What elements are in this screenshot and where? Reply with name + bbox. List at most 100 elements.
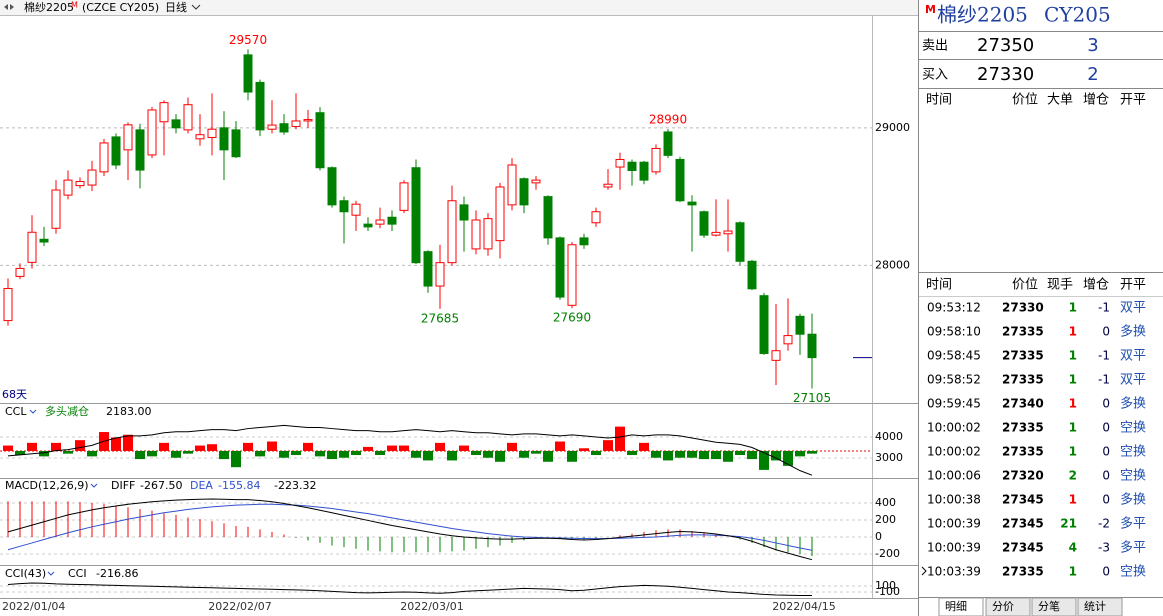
- oi-change-bar: [639, 442, 649, 451]
- tick-time: 09:58:10: [927, 325, 981, 339]
- candle-body: [363, 223, 373, 228]
- tick-type: 多平: [1120, 540, 1146, 556]
- oi-change-bar: [459, 445, 469, 451]
- candle-body: [207, 128, 217, 138]
- oi-change-bar: [195, 445, 205, 451]
- oi-change-bar: [243, 442, 253, 451]
- candle-body: [267, 124, 277, 130]
- candle-body: [783, 335, 793, 345]
- candle-body: [507, 164, 517, 206]
- oi-change-bar: [183, 450, 193, 454]
- tick-type: 双平: [1120, 373, 1146, 388]
- oi-change-bar: [87, 450, 97, 457]
- indicator-value: 2183.00: [106, 405, 152, 418]
- candle-body: [579, 237, 589, 246]
- tick-oi: 0: [1102, 445, 1110, 459]
- candle-body: [195, 134, 205, 140]
- tick-oi: -1: [1098, 301, 1110, 315]
- period[interactable]: 日线: [165, 0, 187, 14]
- oi-change-bar: [159, 442, 169, 451]
- tick-type: 双平: [1120, 301, 1146, 316]
- tick-volume: 2: [1069, 469, 1077, 483]
- candle-body: [3, 288, 13, 322]
- dropdown-icon[interactable]: [191, 4, 201, 10]
- candle-body: [147, 109, 157, 156]
- tick-oi: -3: [1098, 541, 1110, 555]
- tab-label[interactable]: 分笔: [1038, 599, 1060, 613]
- oi-change-bar: [567, 450, 577, 462]
- tick-type: 空换: [1120, 565, 1146, 580]
- y-tick-label: 400: [875, 496, 896, 509]
- nav-arrows[interactable]: [4, 4, 14, 10]
- oi-change-bar: [219, 450, 229, 460]
- tab-label[interactable]: 分价: [992, 600, 1014, 613]
- tick-time: 10:00:39: [927, 517, 981, 531]
- oi-change-bar: [363, 446, 373, 451]
- candle-body: [399, 182, 409, 211]
- tab[interactable]: [1031, 597, 1077, 616]
- oi-change-bar: [663, 450, 673, 461]
- candle-body: [711, 231, 721, 236]
- candle-body: [651, 147, 661, 173]
- indicator-value: -216.86: [96, 567, 138, 580]
- tick-type: 多换: [1120, 492, 1146, 508]
- oi-change-bar: [423, 450, 433, 461]
- dropdown-icon[interactable]: [29, 409, 98, 576]
- tick-type: 多换: [1120, 396, 1146, 412]
- tick-oi: 0: [1102, 493, 1110, 507]
- candle-body: [627, 161, 637, 171]
- column-header: 大单: [1047, 93, 1073, 108]
- tick-volume: 1: [1069, 397, 1077, 411]
- quote-title: 棉纱2205: [937, 3, 1028, 27]
- tick-time: 10:03:39: [927, 565, 981, 579]
- tick-volume: 1: [1069, 421, 1077, 435]
- days-label: 68天: [2, 388, 27, 401]
- column-header: 价位: [1012, 278, 1038, 293]
- bid-volume: 2: [1087, 64, 1098, 85]
- oi-change-bar: [39, 450, 49, 457]
- oi-change-bar: [3, 445, 13, 451]
- indicator-name[interactable]: CCL: [5, 405, 27, 418]
- oi-change-bar: [771, 450, 781, 461]
- candle-body: [387, 216, 397, 225]
- indicator-name[interactable]: MACD(12,26,9): [5, 479, 89, 492]
- symbol: 棉纱2205: [24, 0, 74, 14]
- oi-change-bar: [675, 450, 685, 458]
- tick-type: 空换: [1120, 421, 1146, 436]
- y-tick-label: 28000: [875, 258, 910, 271]
- indicator-name[interactable]: CCI(43): [5, 567, 46, 580]
- candle-body: [459, 204, 469, 221]
- tab-label[interactable]: 明细: [945, 600, 967, 613]
- candle-body: [675, 158, 685, 202]
- candle-body: [123, 124, 133, 151]
- diff-line: [7, 498, 813, 561]
- oi-change-bar: [411, 450, 421, 458]
- tab[interactable]: [985, 597, 1031, 616]
- candle-body: [87, 169, 97, 186]
- tick-volume: 1: [1069, 325, 1077, 339]
- tick-volume: 1: [1069, 493, 1077, 507]
- badge: M: [925, 3, 936, 16]
- candle-body: [735, 222, 745, 262]
- candle-body: [291, 120, 301, 127]
- tick-type: 空换: [1120, 469, 1146, 484]
- indicator-status: 多头减仓: [45, 404, 89, 418]
- indicator-label: DEA: [190, 479, 213, 492]
- candle-body: [111, 136, 121, 166]
- candle-body: [723, 230, 733, 235]
- oi-change-bar: [615, 426, 625, 451]
- tick-time: 10:00:38: [927, 493, 981, 507]
- badge-box: [925, 5, 935, 15]
- tab[interactable]: [1077, 597, 1123, 616]
- tab-label[interactable]: 统计: [1084, 600, 1106, 613]
- oi-change-bar: [51, 442, 61, 451]
- oi-change-bar: [627, 450, 637, 456]
- tick-price: 27340: [1002, 397, 1044, 411]
- candle-body: [519, 178, 529, 206]
- candle-body: [687, 201, 697, 206]
- tab[interactable]: [938, 597, 984, 616]
- candle-body: [219, 127, 229, 151]
- quote-code: CY205: [1044, 3, 1111, 27]
- candle-body: [567, 244, 577, 306]
